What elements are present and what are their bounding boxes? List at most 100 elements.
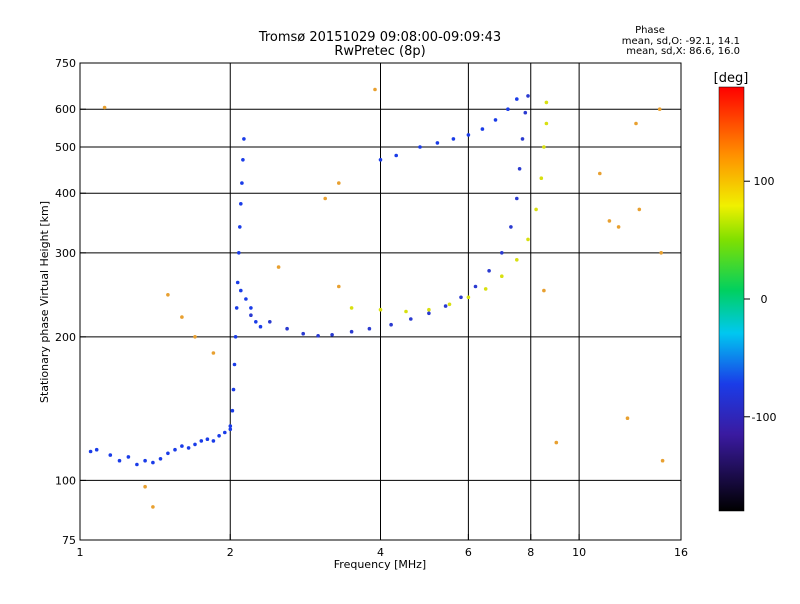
data-point-low-E: [108, 453, 113, 457]
data-point-F-O: [459, 295, 463, 300]
data-point-F-O: [389, 322, 393, 327]
data-point-E-cusp: [237, 251, 241, 255]
data-point-E-cusp: [249, 306, 253, 310]
data-point-F-O: [443, 304, 448, 308]
y-tick-label: 600: [55, 103, 76, 116]
data-point-oblique: [466, 133, 471, 137]
data-point-F-O: [509, 225, 513, 229]
data-point-F-O: [268, 320, 272, 324]
data-point-low-E: [223, 430, 227, 435]
data-point-F-O: [409, 317, 413, 321]
data-point-F-X: [539, 176, 544, 180]
data-point-E-cusp: [234, 306, 239, 310]
y-tick-label: 400: [55, 187, 76, 200]
data-point-F-O: [349, 329, 354, 334]
data-point-E-cusp: [233, 335, 238, 339]
data-point-E-cusp: [239, 202, 243, 206]
data-point-F-O: [500, 251, 504, 255]
data-point-scattered: [637, 207, 642, 212]
data-point-E-cusp: [231, 387, 236, 392]
data-point-scattered: [373, 87, 377, 92]
data-point-F-O: [526, 94, 530, 98]
data-point-scattered: [607, 219, 612, 223]
y-axis-label: Stationary phase Virtual Height [km]: [38, 201, 51, 403]
data-point-F-X: [378, 307, 383, 312]
x-tick-label: 6: [465, 546, 472, 559]
data-point-scattered: [625, 416, 630, 421]
data-point-E-cusp: [239, 288, 243, 293]
data-point-low-E: [186, 446, 191, 450]
data-point-F-X: [427, 307, 431, 312]
data-point-E-cusp: [258, 324, 263, 329]
data-point-scattered: [616, 225, 621, 229]
data-point-F-O: [367, 326, 372, 331]
colorbar: [718, 86, 745, 512]
data-point-E-cusp: [235, 280, 240, 285]
data-point-F-X: [542, 145, 546, 149]
data-point-F-O: [427, 311, 431, 316]
data-point-E-cusp: [228, 424, 233, 428]
data-point-F-O: [520, 137, 525, 141]
x-axis-ticks: 1 2 4 6 8 10 16: [77, 534, 688, 559]
data-point-scattered: [634, 121, 638, 126]
data-point-F-X: [483, 287, 488, 291]
y-tick-label: 500: [55, 141, 76, 154]
data-point-E-cusp: [230, 408, 235, 413]
colorbar-tick-label: -100: [752, 411, 777, 424]
data-point-low-E: [135, 462, 139, 467]
data-point-oblique: [480, 127, 485, 131]
data-point-F-O: [316, 334, 320, 338]
data-point-F-O: [515, 196, 519, 201]
y-tick-label: 100: [55, 474, 76, 487]
data-point-low-E: [166, 451, 170, 456]
data-point-F-O: [523, 110, 528, 115]
data-point-F-X: [349, 306, 354, 310]
y-axis-ticks: 75 100 200 300 400 500 600 750: [55, 57, 86, 547]
data-point-F-X: [500, 274, 504, 279]
data-point-E-cusp: [238, 225, 242, 229]
x-tick-label: 10: [572, 546, 586, 559]
data-point-low-E: [211, 439, 216, 443]
data-point-low-E: [199, 439, 204, 443]
data-point-scattered: [337, 181, 341, 185]
data-point-oblique: [435, 141, 440, 145]
data-point-F-X: [515, 258, 519, 262]
data-points: [88, 87, 665, 509]
data-point-scattered: [180, 315, 184, 319]
phase-stats-o: mean, sd,O: -92.1, 14.1: [622, 36, 740, 47]
data-point-F-O: [473, 284, 478, 289]
data-point-oblique: [394, 153, 399, 158]
data-point-oblique: [493, 118, 498, 122]
data-point-F-O: [517, 167, 522, 171]
data-point-scattered: [542, 288, 546, 293]
x-tick-label: 1: [77, 546, 84, 559]
data-point-scattered: [657, 107, 662, 111]
data-point-F-O: [249, 313, 253, 318]
data-point-oblique: [506, 107, 510, 111]
data-point-oblique: [515, 97, 519, 101]
data-point-E-cusp: [241, 158, 245, 162]
data-point-oblique: [378, 158, 383, 162]
data-point-F-X: [534, 207, 538, 212]
data-point-F-X: [447, 302, 452, 307]
data-point-oblique: [418, 145, 422, 149]
data-point-scattered: [598, 171, 602, 176]
data-point-low-E: [151, 460, 155, 465]
data-point-E-cusp: [242, 137, 246, 141]
data-point-E-cusp: [232, 362, 237, 367]
y-tick-label: 750: [55, 57, 76, 70]
data-point-F-O: [285, 326, 289, 331]
y-tick-label: 75: [62, 534, 76, 547]
data-point-low-E: [88, 449, 93, 454]
x-tick-label: 8: [527, 546, 534, 559]
data-point-E-cusp: [240, 181, 244, 185]
data-point-low-E: [173, 447, 177, 452]
data-point-scattered: [102, 105, 107, 110]
data-point-low-E: [205, 437, 210, 442]
data-point-low-E: [94, 447, 99, 452]
data-point-F-X: [544, 121, 549, 126]
data-point-low-E: [143, 458, 147, 463]
x-axis-label: Frequency [MHz]: [334, 558, 426, 571]
